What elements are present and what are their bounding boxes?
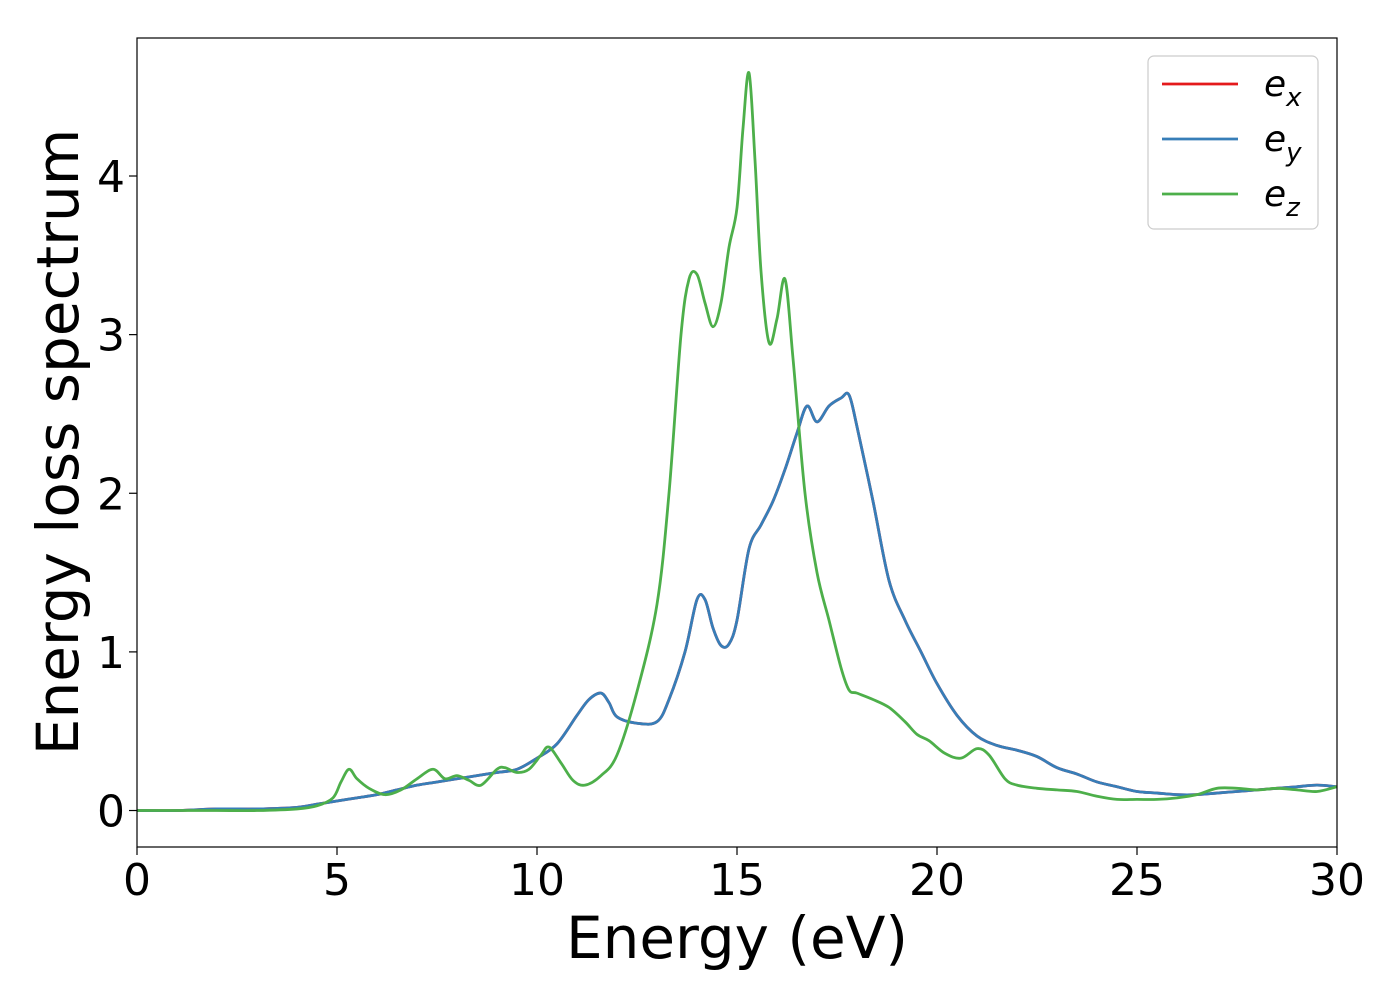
x-tick-label: 25: [1109, 855, 1165, 906]
x-tick-label: 15: [709, 855, 765, 906]
x-axis-ticks: 0 5 10 15 20 25 30: [123, 847, 1365, 906]
series-line-ey: [137, 391, 1337, 813]
y-axis-ticks: 0 1 2 3 4: [97, 152, 137, 838]
plot-background: [137, 38, 1337, 847]
y-axis-title: Energy loss spectrum: [24, 129, 92, 755]
legend-box: [1147, 55, 1319, 230]
series-lines: [137, 71, 1337, 813]
y-tick-label: 3: [97, 311, 125, 362]
x-tick-label: 20: [909, 855, 965, 906]
y-tick-label: 0: [97, 787, 125, 838]
y-tick-label: 2: [97, 469, 125, 520]
series-line-ez: [137, 71, 1337, 813]
x-tick-label: 5: [323, 855, 351, 906]
x-tick-label: 0: [123, 855, 151, 906]
x-tick-label: 10: [509, 855, 565, 906]
x-tick-label: 30: [1309, 855, 1365, 906]
x-axis-title: Energy (eV): [566, 904, 908, 972]
y-tick-label: 1: [97, 628, 125, 679]
y-tick-label: 4: [97, 152, 125, 203]
